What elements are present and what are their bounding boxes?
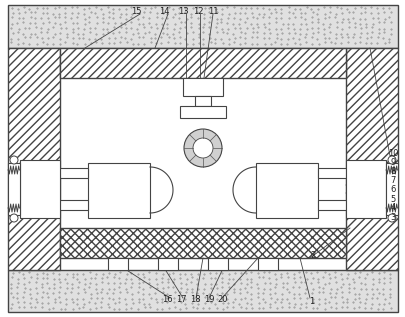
Bar xyxy=(183,78,222,96)
Circle shape xyxy=(192,138,213,158)
Bar xyxy=(257,258,277,270)
Bar xyxy=(158,258,177,270)
Text: 15: 15 xyxy=(130,8,141,16)
Text: 16: 16 xyxy=(161,295,172,305)
Bar xyxy=(8,48,60,270)
Text: 4: 4 xyxy=(390,204,394,212)
Bar xyxy=(345,48,397,270)
Text: 7: 7 xyxy=(389,177,395,185)
Text: 17: 17 xyxy=(175,295,186,305)
Text: 19: 19 xyxy=(203,295,214,305)
Text: 18: 18 xyxy=(189,295,200,305)
Bar xyxy=(20,160,60,218)
Circle shape xyxy=(387,214,395,222)
Circle shape xyxy=(387,156,395,164)
Bar xyxy=(345,160,385,218)
Bar xyxy=(179,106,226,118)
Bar xyxy=(60,168,88,178)
Text: 13: 13 xyxy=(177,8,188,16)
Bar xyxy=(317,168,345,178)
Bar xyxy=(8,270,397,312)
Circle shape xyxy=(10,156,18,164)
Text: 12: 12 xyxy=(192,8,203,16)
Bar xyxy=(60,200,88,210)
Text: 3: 3 xyxy=(389,212,395,222)
Bar xyxy=(207,258,228,270)
Bar xyxy=(256,163,317,218)
Bar xyxy=(60,228,345,258)
Text: 20: 20 xyxy=(217,295,228,305)
Circle shape xyxy=(183,129,222,167)
Text: 14: 14 xyxy=(158,8,169,16)
Text: 11: 11 xyxy=(207,8,218,16)
Circle shape xyxy=(10,214,18,222)
Text: 10: 10 xyxy=(387,150,397,158)
Text: 6: 6 xyxy=(389,185,395,195)
Bar xyxy=(317,200,345,210)
Bar xyxy=(60,48,345,78)
Text: 9: 9 xyxy=(390,158,394,167)
Bar xyxy=(8,163,20,215)
Text: 1: 1 xyxy=(309,297,314,307)
Text: 8: 8 xyxy=(389,167,395,177)
Bar xyxy=(194,96,211,106)
Bar xyxy=(8,5,397,48)
Bar xyxy=(108,258,128,270)
Bar xyxy=(385,163,397,215)
Bar xyxy=(88,163,149,218)
Text: 2: 2 xyxy=(309,251,315,261)
Text: 5: 5 xyxy=(390,195,394,204)
